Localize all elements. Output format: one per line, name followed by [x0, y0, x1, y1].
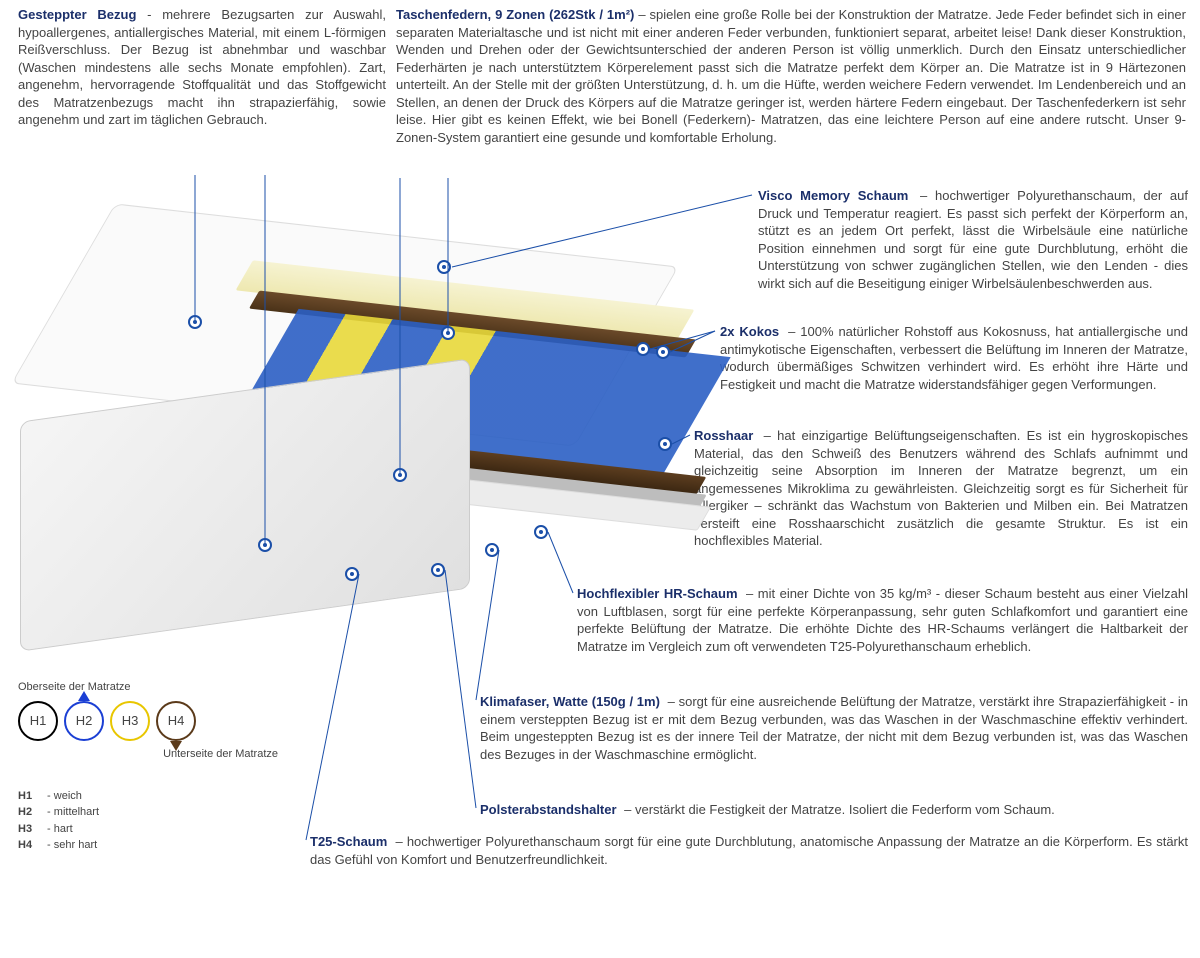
kokos-description: 2x Kokos – 100% natürlicher Rohstoff aus… — [720, 323, 1188, 393]
legend-hardness-list: H1 - weich H2 - mittelhart H3 - hart H4 … — [18, 788, 278, 854]
t25-title: T25-Schaum — [310, 834, 387, 849]
legend-h3-desc: hart — [54, 823, 73, 835]
marker-t25 — [345, 567, 359, 581]
kokos-body: – 100% natürlicher Rohstoff aus Kokosnus… — [720, 324, 1188, 392]
marker-cover-1 — [188, 315, 202, 329]
legend-h4-desc: sehr hart — [54, 839, 97, 851]
marker-visco — [437, 260, 451, 274]
legend-circle-h2: H2 — [64, 701, 104, 741]
hardness-legend: Oberseite der Matratze H1 H2 H3 H4 Unter… — [18, 680, 278, 854]
legend-row-h2: H2 - mittelhart — [18, 804, 278, 821]
legend-h2-arrow-up-icon — [78, 691, 90, 701]
marker-rosshaar — [658, 437, 672, 451]
legend-circle-h1: H1 — [18, 701, 58, 741]
legend-row-h4: H4 - sehr hart — [18, 837, 278, 854]
legend-h1-code-b: H1 — [18, 788, 44, 805]
legend-h2-code: H2 — [76, 712, 93, 730]
legend-bottom-label: Unterseite der Matratze — [18, 747, 278, 762]
klima-title: Klimafaser, Watte (150g / 1m) — [480, 694, 660, 709]
legend-h4-arrow-down-icon — [170, 741, 182, 751]
marker-kokos-2 — [656, 345, 670, 359]
cover-body: - mehrere Bezugsarten zur Auswahl, hypoa… — [18, 7, 386, 127]
marker-cover-2 — [258, 538, 272, 552]
marker-hr — [534, 525, 548, 539]
polster-body: – verstärkt die Festigkeit der Matratze.… — [621, 802, 1055, 817]
legend-h4-code: H4 — [168, 712, 185, 730]
marker-springs — [441, 326, 455, 340]
klima-description: Klimafaser, Watte (150g / 1m) – sorgt fü… — [480, 693, 1188, 763]
rosshaar-description: Rosshaar – hat einzigartige Belüftungsei… — [694, 427, 1188, 550]
legend-circle-h4: H4 — [156, 701, 196, 741]
legend-circle-h3: H3 — [110, 701, 150, 741]
legend-row-h3: H3 - hart — [18, 821, 278, 838]
legend-row-h1: H1 - weich — [18, 788, 278, 805]
legend-h3-code: H3 — [122, 712, 139, 730]
cover-description: Gesteppter Bezug - mehrere Bezugsarten z… — [18, 6, 386, 129]
marker-kokos-1 — [636, 342, 650, 356]
legend-top-label: Oberseite der Matratze — [18, 680, 278, 695]
legend-h4-code-b: H4 — [18, 837, 44, 854]
t25-body: – hochwertiger Polyurethanschaum sorgt f… — [310, 834, 1188, 867]
polster-description: Polsterabstandshalter – verstärkt die Fe… — [480, 801, 1188, 819]
legend-h3-code-b: H3 — [18, 821, 44, 838]
cover-title: Gesteppter Bezug — [18, 7, 136, 22]
marker-springs-2 — [393, 468, 407, 482]
springs-title: Taschenfedern, 9 Zonen (262Stk / 1m²) — [396, 7, 634, 22]
springs-body: – spielen eine große Rolle bei der Konst… — [396, 7, 1186, 145]
visco-description: Visco Memory Schaum – hochwertiger Polyu… — [758, 187, 1188, 292]
mattress-diagram — [10, 200, 750, 630]
legend-circles: H1 H2 H3 H4 — [18, 701, 278, 741]
marker-klima — [485, 543, 499, 557]
legend-h1-desc: weich — [54, 790, 82, 802]
t25-description: T25-Schaum – hochwertiger Polyurethansch… — [310, 833, 1188, 868]
marker-polster — [431, 563, 445, 577]
springs-description: Taschenfedern, 9 Zonen (262Stk / 1m²) – … — [396, 6, 1186, 146]
legend-h2-code-b: H2 — [18, 804, 44, 821]
legend-h2-desc: mittelhart — [54, 806, 99, 818]
legend-h1-code: H1 — [30, 712, 47, 730]
rosshaar-body: – hat einzigartige Belüftungseigenschaft… — [694, 428, 1188, 548]
visco-body: – hochwertiger Polyurethanschaum, der au… — [758, 188, 1188, 291]
visco-title: Visco Memory Schaum — [758, 188, 908, 203]
mattress-side-body — [20, 358, 470, 651]
polster-title: Polsterabstandshalter — [480, 802, 617, 817]
